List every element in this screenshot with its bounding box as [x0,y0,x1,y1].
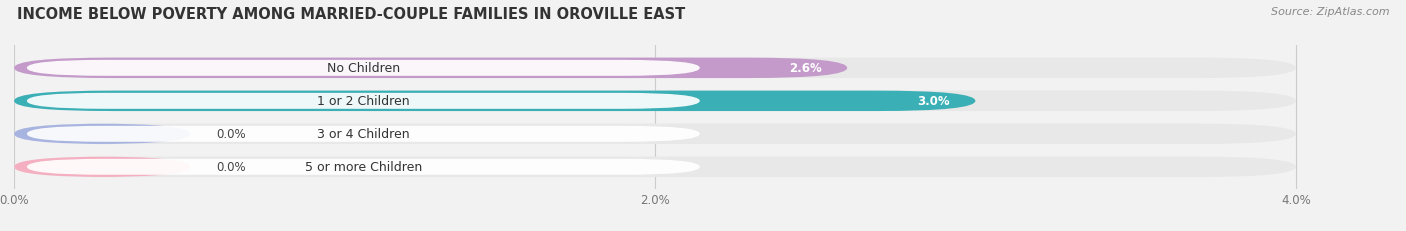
FancyBboxPatch shape [14,124,190,144]
Text: 0.0%: 0.0% [217,161,246,173]
Text: 2.6%: 2.6% [789,62,821,75]
Text: 3 or 4 Children: 3 or 4 Children [316,128,409,141]
FancyBboxPatch shape [14,91,1296,112]
Text: No Children: No Children [326,62,399,75]
Text: Source: ZipAtlas.com: Source: ZipAtlas.com [1271,7,1389,17]
FancyBboxPatch shape [27,159,700,175]
FancyBboxPatch shape [14,124,1296,144]
FancyBboxPatch shape [27,61,700,76]
Text: 0.0%: 0.0% [217,128,246,141]
Text: INCOME BELOW POVERTY AMONG MARRIED-COUPLE FAMILIES IN OROVILLE EAST: INCOME BELOW POVERTY AMONG MARRIED-COUPL… [17,7,685,22]
FancyBboxPatch shape [14,157,1296,177]
FancyBboxPatch shape [27,126,700,142]
FancyBboxPatch shape [14,58,848,79]
Text: 1 or 2 Children: 1 or 2 Children [316,95,409,108]
FancyBboxPatch shape [14,91,976,112]
Text: 5 or more Children: 5 or more Children [305,161,422,173]
FancyBboxPatch shape [14,58,1296,79]
FancyBboxPatch shape [14,157,190,177]
FancyBboxPatch shape [27,94,700,109]
Text: 3.0%: 3.0% [917,95,949,108]
